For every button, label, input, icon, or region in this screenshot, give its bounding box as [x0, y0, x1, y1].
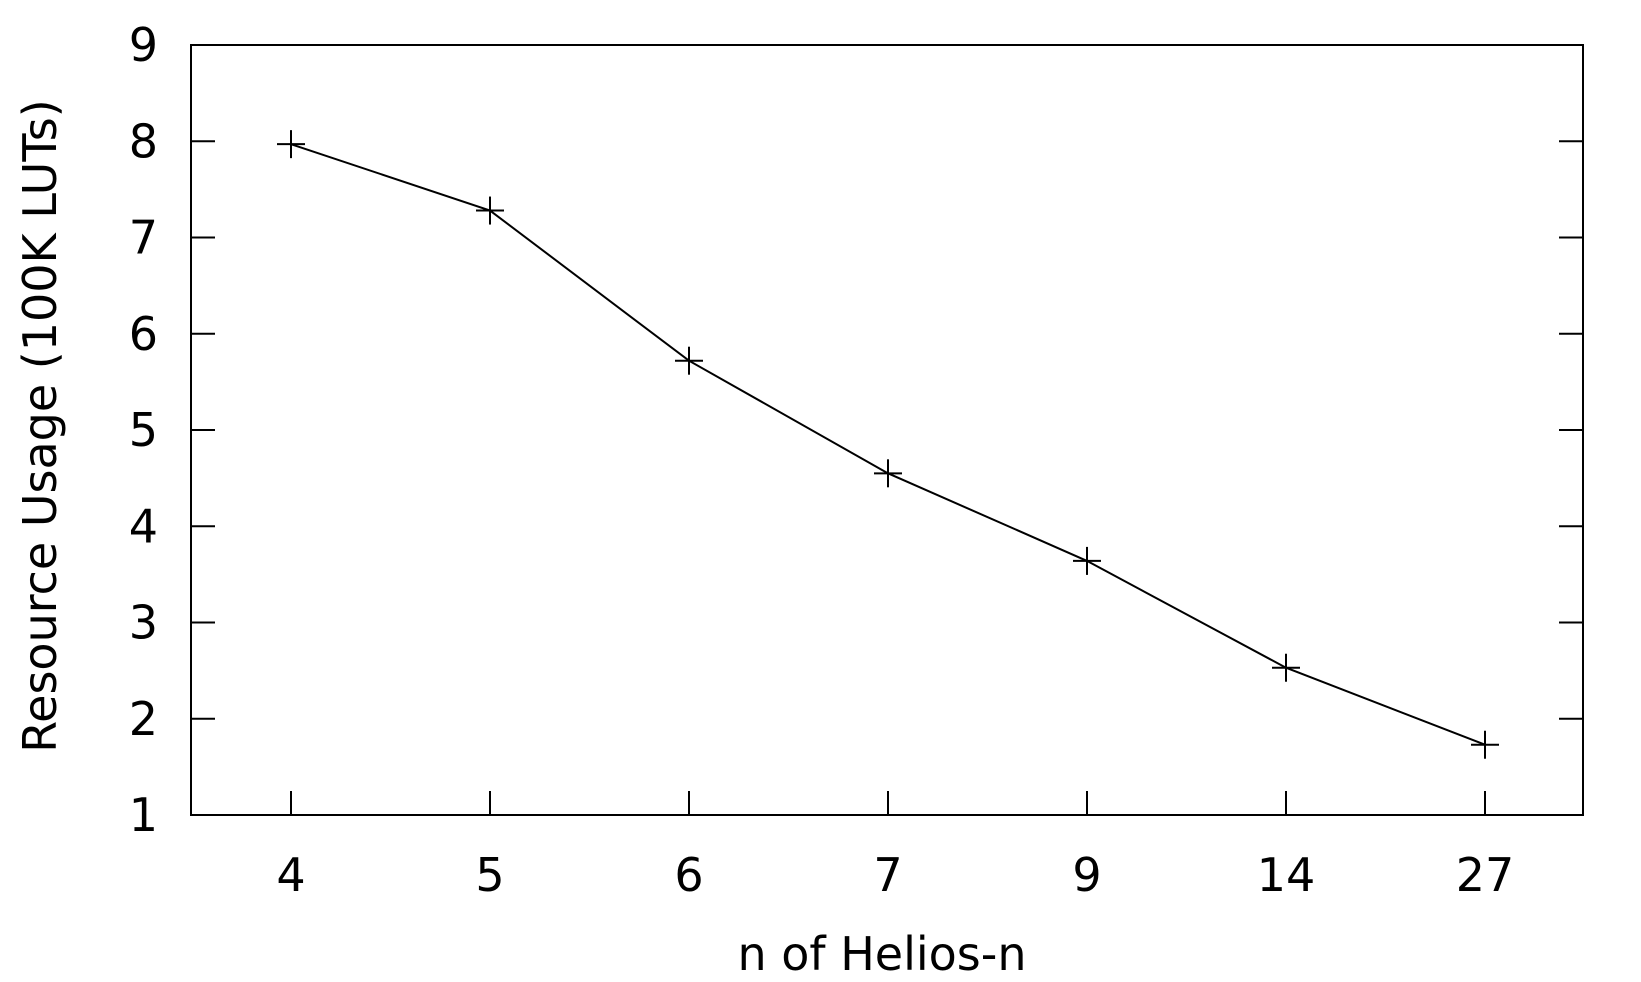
data-point-marker [675, 346, 703, 375]
x-tick-label: 7 [873, 848, 902, 902]
y-tick-label: 4 [129, 499, 158, 553]
y-axis-label: Resource Usage (100K LUTs) [13, 99, 67, 752]
y-tick-label: 1 [129, 788, 158, 842]
data-point-marker [476, 196, 504, 225]
y-tick-label: 9 [129, 18, 158, 72]
x-axis-label: n of Helios-n [737, 927, 1026, 981]
data-point-marker [874, 459, 902, 488]
series-line [290, 143, 1486, 746]
data-point-marker [1073, 546, 1101, 575]
data-point-marker [1272, 653, 1300, 682]
x-tick-label: 9 [1072, 848, 1101, 902]
plot-frame [190, 44, 1584, 816]
x-tick-label: 6 [674, 848, 703, 902]
series-polyline [290, 143, 1486, 746]
y-tick-label: 8 [129, 114, 158, 168]
y-tick-label: 6 [129, 307, 158, 361]
y-tick-label: 2 [129, 692, 158, 746]
data-point-marker [277, 130, 305, 159]
y-tick-label: 7 [129, 211, 158, 265]
x-tick-label: 27 [1456, 848, 1515, 902]
plot-border [190, 44, 1584, 816]
x-axis: 4 5 6 7 9 14 27 [276, 791, 1514, 902]
y-tick-label: 3 [129, 596, 158, 650]
y-axis: 1 2 3 4 5 6 7 8 9 [129, 18, 1583, 842]
y-tick-label: 5 [129, 403, 158, 457]
series-markers [277, 130, 1499, 759]
x-tick-label: 14 [1257, 848, 1316, 902]
data-point-marker [1471, 730, 1499, 759]
x-tick-label: 4 [276, 848, 305, 902]
x-tick-label: 5 [475, 848, 504, 902]
